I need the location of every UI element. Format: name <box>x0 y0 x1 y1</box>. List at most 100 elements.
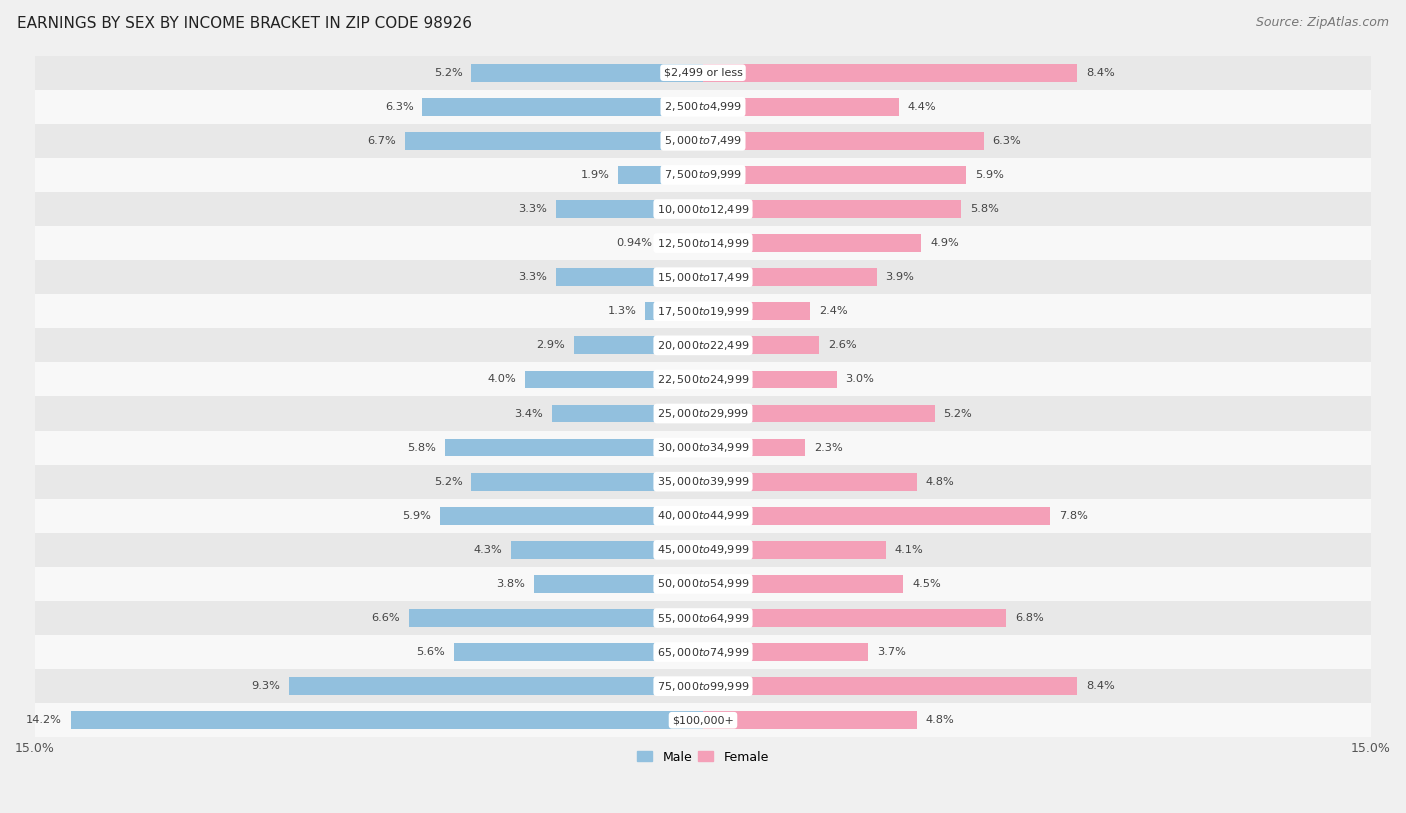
Bar <box>35 363 1371 397</box>
Text: 14.2%: 14.2% <box>25 715 62 725</box>
Bar <box>574 337 703 354</box>
Bar <box>35 260 1371 294</box>
Text: $25,000 to $29,999: $25,000 to $29,999 <box>657 407 749 420</box>
Legend: Male, Female: Male, Female <box>633 746 773 768</box>
Bar <box>703 506 1050 524</box>
Bar <box>35 465 1371 498</box>
Bar <box>440 506 703 524</box>
Bar <box>524 371 703 389</box>
Text: 6.3%: 6.3% <box>385 102 413 111</box>
Text: 5.6%: 5.6% <box>416 647 444 657</box>
Bar <box>703 200 962 218</box>
Bar <box>703 575 904 593</box>
Bar <box>703 98 898 115</box>
Bar <box>555 200 703 218</box>
Bar <box>703 643 868 661</box>
Bar <box>454 643 703 661</box>
Bar <box>471 473 703 490</box>
Text: 3.8%: 3.8% <box>496 579 524 589</box>
Text: 3.3%: 3.3% <box>519 272 547 282</box>
Text: $40,000 to $44,999: $40,000 to $44,999 <box>657 509 749 522</box>
Bar <box>703 64 1077 81</box>
Text: 4.8%: 4.8% <box>925 715 955 725</box>
Bar <box>551 405 703 423</box>
Bar <box>703 609 1005 627</box>
Text: 3.0%: 3.0% <box>845 375 875 385</box>
Bar <box>661 234 703 252</box>
Bar <box>703 302 810 320</box>
Bar <box>703 541 886 559</box>
Text: 4.3%: 4.3% <box>474 545 502 554</box>
Text: 2.3%: 2.3% <box>814 442 844 453</box>
Bar <box>35 498 1371 533</box>
Bar <box>703 711 917 729</box>
Text: 4.4%: 4.4% <box>908 102 936 111</box>
Bar <box>35 226 1371 260</box>
Bar <box>444 439 703 456</box>
Text: 7.8%: 7.8% <box>1059 511 1088 521</box>
Bar <box>512 541 703 559</box>
Text: 5.2%: 5.2% <box>433 67 463 78</box>
Bar <box>35 431 1371 465</box>
Bar <box>619 166 703 184</box>
Bar <box>35 328 1371 363</box>
Text: 6.8%: 6.8% <box>1015 613 1043 623</box>
Text: 4.8%: 4.8% <box>925 476 955 487</box>
Text: 9.3%: 9.3% <box>252 681 280 691</box>
Bar <box>703 405 935 423</box>
Bar <box>35 601 1371 635</box>
Text: $22,500 to $24,999: $22,500 to $24,999 <box>657 373 749 386</box>
Text: $12,500 to $14,999: $12,500 to $14,999 <box>657 237 749 250</box>
Text: 0.94%: 0.94% <box>616 238 652 248</box>
Bar <box>703 337 818 354</box>
Bar <box>405 132 703 150</box>
Bar <box>703 677 1077 695</box>
Bar <box>422 98 703 115</box>
Bar <box>35 55 1371 89</box>
Text: 5.2%: 5.2% <box>943 408 973 419</box>
Text: $100,000+: $100,000+ <box>672 715 734 725</box>
Text: 4.9%: 4.9% <box>931 238 959 248</box>
Text: 3.9%: 3.9% <box>886 272 914 282</box>
Text: 3.4%: 3.4% <box>515 408 543 419</box>
Text: 5.8%: 5.8% <box>970 204 1000 214</box>
Bar <box>703 234 921 252</box>
Bar <box>35 397 1371 431</box>
Text: 1.9%: 1.9% <box>581 170 609 180</box>
Text: 8.4%: 8.4% <box>1085 681 1115 691</box>
Text: 5.8%: 5.8% <box>406 442 436 453</box>
Text: 5.9%: 5.9% <box>402 511 432 521</box>
Bar <box>471 64 703 81</box>
Text: $2,499 or less: $2,499 or less <box>664 67 742 78</box>
Text: $35,000 to $39,999: $35,000 to $39,999 <box>657 475 749 488</box>
Text: 3.3%: 3.3% <box>519 204 547 214</box>
Text: 1.3%: 1.3% <box>607 307 636 316</box>
Bar <box>288 677 703 695</box>
Bar <box>35 192 1371 226</box>
Text: $75,000 to $99,999: $75,000 to $99,999 <box>657 680 749 693</box>
Bar <box>35 533 1371 567</box>
Bar <box>703 473 917 490</box>
Text: $20,000 to $22,499: $20,000 to $22,499 <box>657 339 749 352</box>
Bar <box>35 158 1371 192</box>
Bar <box>35 703 1371 737</box>
Bar <box>35 567 1371 601</box>
Text: 8.4%: 8.4% <box>1085 67 1115 78</box>
Bar <box>35 635 1371 669</box>
Text: $7,500 to $9,999: $7,500 to $9,999 <box>664 168 742 181</box>
Text: 6.6%: 6.6% <box>371 613 401 623</box>
Bar <box>703 166 966 184</box>
Text: EARNINGS BY SEX BY INCOME BRACKET IN ZIP CODE 98926: EARNINGS BY SEX BY INCOME BRACKET IN ZIP… <box>17 16 472 31</box>
Bar <box>703 132 984 150</box>
Text: $10,000 to $12,499: $10,000 to $12,499 <box>657 202 749 215</box>
Text: $65,000 to $74,999: $65,000 to $74,999 <box>657 646 749 659</box>
Bar <box>35 124 1371 158</box>
Bar <box>703 268 877 286</box>
Bar <box>534 575 703 593</box>
Bar <box>35 89 1371 124</box>
Text: 4.5%: 4.5% <box>912 579 941 589</box>
Text: $17,500 to $19,999: $17,500 to $19,999 <box>657 305 749 318</box>
Text: 4.0%: 4.0% <box>488 375 516 385</box>
Bar <box>645 302 703 320</box>
Text: 2.9%: 2.9% <box>536 341 565 350</box>
